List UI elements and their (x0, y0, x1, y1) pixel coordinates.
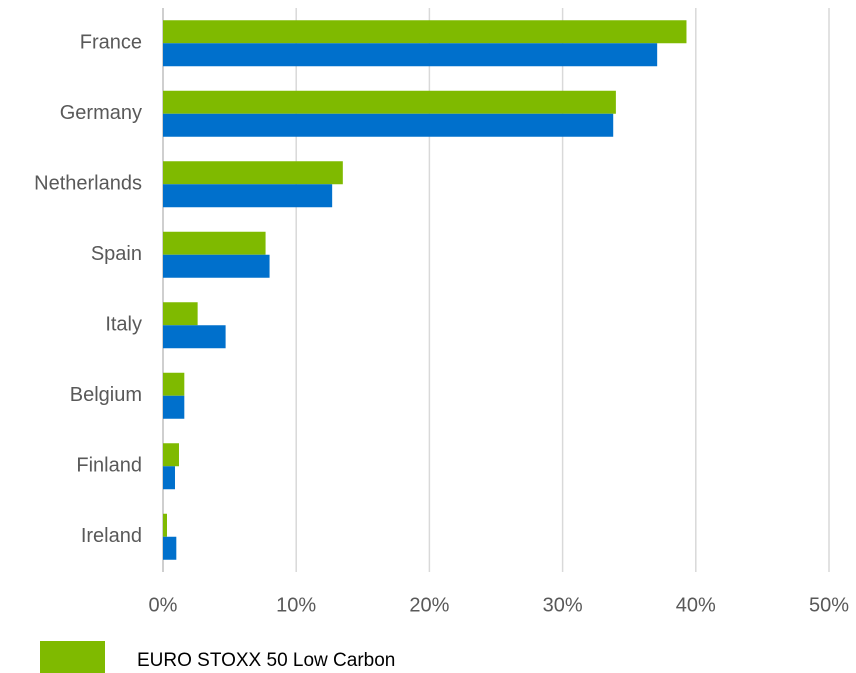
x-tick-label: 30% (543, 594, 583, 616)
bar (163, 513, 167, 537)
y-tick-label: Finland (76, 455, 142, 477)
bar (163, 395, 185, 419)
bar (163, 113, 614, 137)
bar (163, 466, 175, 490)
y-tick-label: Spain (91, 243, 142, 265)
x-tick-label: 40% (676, 594, 716, 616)
bar (163, 443, 179, 467)
bar (163, 254, 270, 278)
x-tick-label: 10% (276, 594, 316, 616)
bar (163, 325, 226, 349)
x-tick-label: 0% (149, 594, 178, 616)
bar (163, 302, 198, 326)
bar (163, 536, 177, 560)
y-tick-label: Netherlands (34, 173, 142, 195)
bar (163, 231, 266, 255)
x-tick-label: 20% (409, 594, 449, 616)
y-tick-label: Ireland (81, 525, 142, 547)
bar (163, 90, 616, 114)
bar (163, 20, 687, 44)
x-tick-label: 50% (809, 594, 849, 616)
bar (163, 161, 343, 185)
legend-label: EURO STOXX 50 Low Carbon (137, 650, 395, 671)
y-tick-label: Germany (60, 102, 142, 124)
legend-swatch (40, 641, 105, 673)
y-tick-label: Belgium (70, 384, 142, 406)
bar (163, 43, 658, 67)
bar (163, 372, 185, 396)
bar (163, 184, 333, 208)
y-tick-label: Italy (105, 314, 142, 336)
y-tick-label: France (80, 32, 142, 54)
